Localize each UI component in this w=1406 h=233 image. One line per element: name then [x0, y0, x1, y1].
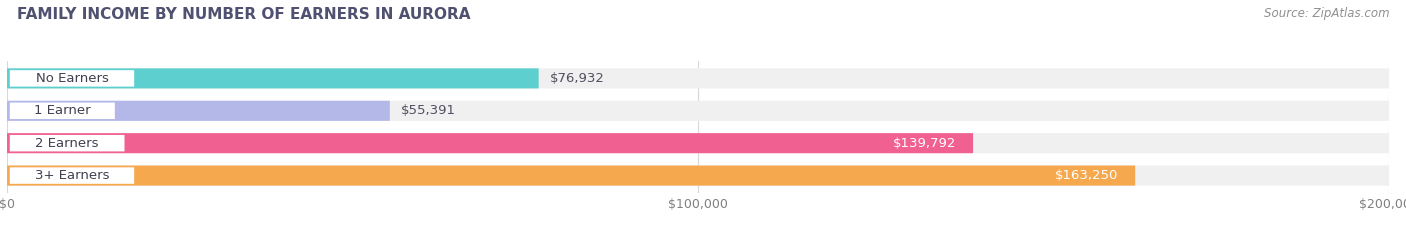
FancyBboxPatch shape	[7, 165, 1135, 186]
Text: Source: ZipAtlas.com: Source: ZipAtlas.com	[1264, 7, 1389, 20]
FancyBboxPatch shape	[10, 167, 134, 184]
Text: $76,932: $76,932	[550, 72, 605, 85]
FancyBboxPatch shape	[7, 133, 973, 153]
Text: 3+ Earners: 3+ Earners	[35, 169, 110, 182]
Text: 2 Earners: 2 Earners	[35, 137, 98, 150]
FancyBboxPatch shape	[7, 101, 389, 121]
FancyBboxPatch shape	[7, 101, 1389, 121]
FancyBboxPatch shape	[7, 165, 1389, 186]
FancyBboxPatch shape	[10, 135, 125, 151]
FancyBboxPatch shape	[7, 68, 1389, 89]
Text: $139,792: $139,792	[893, 137, 956, 150]
Text: 1 Earner: 1 Earner	[34, 104, 90, 117]
FancyBboxPatch shape	[10, 70, 134, 87]
FancyBboxPatch shape	[7, 133, 1389, 153]
Text: $163,250: $163,250	[1056, 169, 1119, 182]
Text: $55,391: $55,391	[401, 104, 456, 117]
FancyBboxPatch shape	[7, 68, 538, 89]
Text: No Earners: No Earners	[35, 72, 108, 85]
Text: FAMILY INCOME BY NUMBER OF EARNERS IN AURORA: FAMILY INCOME BY NUMBER OF EARNERS IN AU…	[17, 7, 471, 22]
FancyBboxPatch shape	[10, 103, 115, 119]
